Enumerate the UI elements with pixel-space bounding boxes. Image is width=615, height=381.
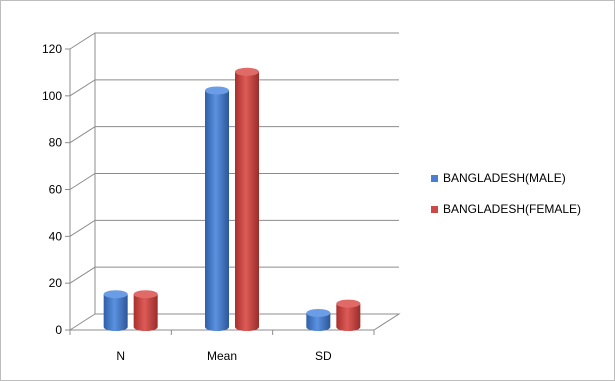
legend-item-male: BANGLADESH(MALE) [431, 169, 581, 187]
bar-bangladesh-female--n [133, 290, 158, 331]
legend-item-female: BANGLADESH(FEMALE) [431, 200, 581, 218]
y-tick-label: 60 [49, 183, 63, 197]
y-tick-label: 20 [49, 276, 63, 290]
bar-top [133, 290, 158, 299]
gridline [69, 32, 399, 50]
gridline [69, 266, 399, 284]
bar-bangladesh-male--mean [205, 86, 229, 331]
bar-top [205, 86, 229, 95]
x-tick-label-sd: SD [315, 349, 332, 363]
legend-label-female: BANGLADESH(FEMALE) [443, 202, 582, 216]
x-tick-label-mean: Mean [207, 349, 237, 363]
bar-top [336, 299, 361, 308]
bar-bangladesh-female--sd [336, 299, 361, 331]
y-tick-label: 80 [49, 136, 63, 150]
y-tick-label: 40 [49, 229, 63, 243]
bar-top [103, 290, 128, 299]
bar-bangladesh-male--n [103, 290, 128, 331]
bar-top [306, 308, 331, 317]
bar-bangladesh-male--sd [306, 308, 331, 331]
y-tick-label: 0 [55, 323, 62, 337]
legend-swatch-male [431, 174, 438, 182]
gridline [69, 173, 399, 190]
y-tick-label: 100 [42, 89, 62, 103]
bar-bangladesh-female--mean [235, 67, 259, 331]
bar-body [133, 294, 158, 331]
x-tick-label-n: N [116, 349, 125, 363]
legend-swatch-female [431, 205, 438, 213]
legend: BANGLADESH(MALE) BANGLADESH(FEMALE) [431, 169, 581, 231]
y-tick-label: 120 [42, 42, 62, 56]
bar-body [306, 312, 331, 331]
legend-label-male: BANGLADESH(MALE) [443, 171, 566, 185]
bar-top [235, 67, 259, 76]
gridline [69, 79, 399, 97]
bar-body [336, 303, 361, 331]
bar-body [103, 294, 128, 331]
gridline [69, 219, 399, 237]
bar-body [235, 71, 259, 331]
bar-body [205, 90, 229, 331]
gridline [69, 126, 399, 144]
